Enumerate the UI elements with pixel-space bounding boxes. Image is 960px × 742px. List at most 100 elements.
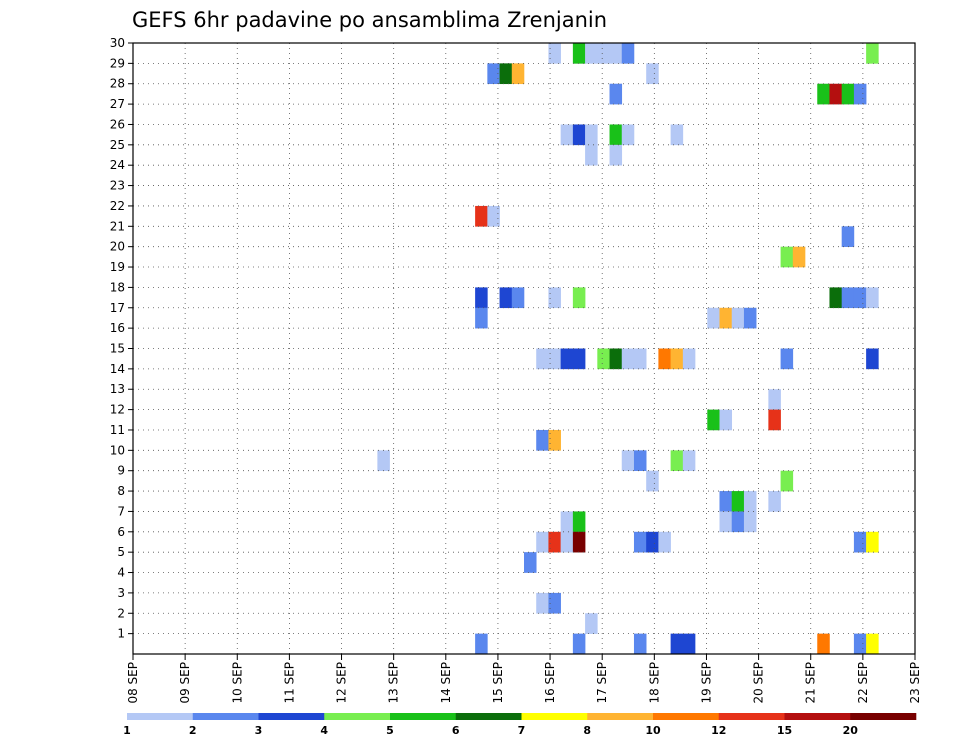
precip-cells: [377, 43, 879, 655]
precip-cell: [719, 307, 733, 329]
precip-cell: [621, 43, 635, 64]
precip-cell: [572, 348, 586, 370]
x-tick-label: 17 SEP: [595, 662, 609, 704]
precip-cell: [780, 348, 794, 370]
precip-cell: [670, 348, 684, 370]
precip-cell: [633, 633, 647, 655]
precip-cell: [829, 287, 842, 309]
precip-cell: [707, 409, 720, 431]
y-tick-label: 7: [117, 504, 125, 518]
precip-cell: [633, 531, 647, 553]
precip-cell: [670, 124, 684, 146]
precip-cell: [841, 83, 855, 105]
precip-cell: [731, 491, 745, 512]
y-tick-label: 21: [110, 219, 125, 233]
legend-swatch: [653, 713, 720, 720]
y-tick-label: 27: [110, 97, 125, 111]
precip-cell: [548, 287, 561, 309]
precip-cell: [536, 592, 549, 614]
precip-cell: [866, 348, 879, 370]
legend-swatch: [850, 713, 917, 720]
y-tick-label: 5: [117, 545, 125, 559]
y-tick-label: 30: [110, 36, 125, 50]
legend-swatch: [587, 713, 654, 720]
precip-cell: [511, 287, 525, 309]
precip-cell: [768, 409, 781, 431]
precip-cell: [682, 348, 696, 370]
precip-cell: [621, 124, 635, 146]
precip-cell: [560, 348, 574, 370]
precip-cell: [487, 63, 500, 85]
legend-label: 20: [843, 724, 859, 737]
x-tick-label: 11 SEP: [282, 662, 296, 704]
precip-cell: [646, 531, 659, 553]
precip-cell: [646, 63, 659, 85]
x-tick-label: 09 SEP: [178, 662, 192, 704]
legend-label: 12: [711, 724, 726, 737]
precip-cell: [475, 633, 488, 655]
x-tick-label: 14 SEP: [439, 662, 453, 704]
y-tick-label: 12: [110, 403, 125, 417]
legend-label: 6: [452, 724, 460, 737]
precip-cell: [572, 124, 586, 146]
y-tick-label: 1: [117, 627, 125, 641]
precip-cell: [866, 287, 879, 309]
x-tick-label: 10 SEP: [230, 662, 244, 704]
precip-cell: [609, 124, 623, 146]
precip-cell: [475, 307, 488, 329]
precip-cell: [780, 246, 794, 268]
precip-cell: [768, 491, 781, 512]
precip-cell: [572, 531, 586, 553]
legend-label: 3: [255, 724, 263, 737]
precip-cell: [585, 43, 598, 64]
precip-cell: [572, 287, 586, 309]
y-tick-label: 6: [117, 525, 125, 539]
precip-cell: [646, 470, 659, 492]
precip-cell: [768, 389, 781, 410]
precip-cell: [670, 633, 684, 655]
legend-label: 1: [123, 724, 131, 737]
precip-cell: [548, 592, 561, 614]
chart-title: GEFS 6hr padavine po ansamblima Zrenjani…: [132, 8, 607, 32]
legend-label: 2: [189, 724, 197, 737]
precip-cell: [633, 348, 647, 370]
precip-cell: [731, 511, 745, 533]
y-tick-label: 18: [110, 280, 125, 294]
x-tick-label: 16 SEP: [543, 662, 557, 704]
precip-cell: [475, 205, 488, 227]
y-tick-label: 23: [110, 179, 125, 193]
precip-cell: [560, 531, 574, 553]
precip-cell: [597, 43, 610, 64]
precip-cell: [560, 511, 574, 533]
precip-cell: [548, 43, 561, 64]
precip-cell: [487, 205, 500, 227]
legend-label: 7: [518, 724, 526, 737]
precip-cell: [780, 470, 794, 492]
legend-label: 4: [320, 724, 328, 737]
precip-cell: [719, 409, 733, 431]
y-tick-label: 10: [110, 443, 125, 457]
x-tick-label: 15 SEP: [491, 662, 505, 704]
precip-cell: [585, 124, 598, 146]
precip-cell: [817, 633, 830, 655]
y-tick-label: 13: [110, 382, 125, 396]
precip-cell: [536, 429, 549, 451]
y-tick-label: 26: [110, 117, 125, 131]
precip-cell: [609, 144, 623, 166]
y-tick-label: 19: [110, 260, 125, 274]
precip-cell: [866, 633, 879, 655]
precip-cell: [853, 83, 867, 105]
precip-cell: [670, 450, 684, 471]
legend-swatch: [784, 713, 851, 720]
precip-cell: [792, 246, 806, 268]
legend-swatch: [324, 713, 391, 720]
y-tick-label: 20: [110, 240, 125, 254]
legend-swatch: [390, 713, 457, 720]
y-tick-label: 2: [117, 606, 125, 620]
x-tick-label: 18 SEP: [647, 662, 661, 704]
legend-label: 10: [645, 724, 661, 737]
y-axis: 1234567891011121314151617181920212223242…: [110, 36, 133, 641]
x-tick-label: 23 SEP: [908, 662, 922, 704]
precip-cell: [609, 348, 623, 370]
